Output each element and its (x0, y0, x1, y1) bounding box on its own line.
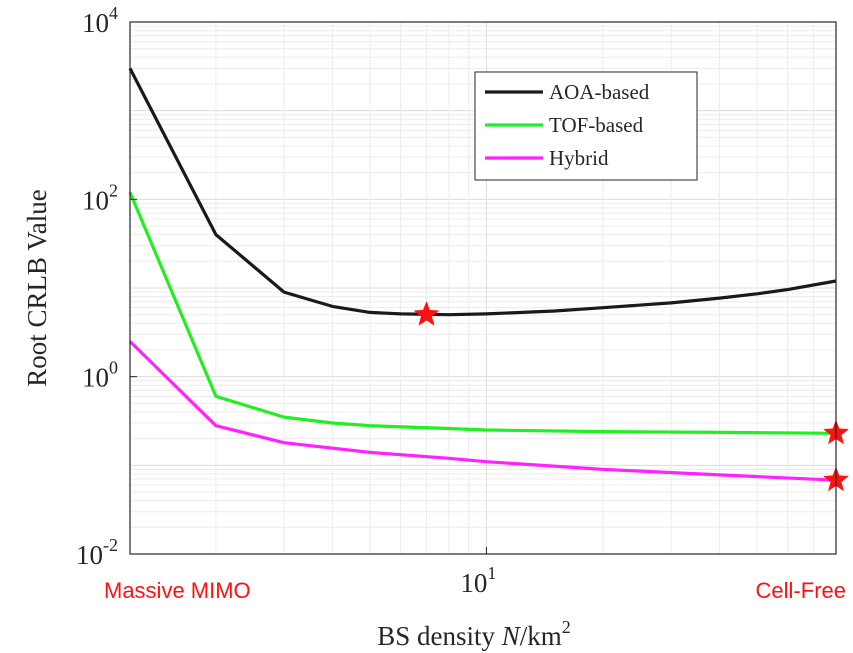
plot-frame (129, 21, 837, 555)
tick-labels: 10-2 100 102 104 101 (76, 3, 496, 598)
x-axis-label: BS density N/km2 (377, 617, 571, 651)
x-tick-label: 101 (460, 563, 496, 598)
hybrid-line (128, 340, 837, 482)
series-layer (128, 67, 837, 482)
y-tick-label: 104 (82, 3, 118, 38)
legend-label-aoa-based: AOA-based (549, 80, 650, 104)
legend-label-hybrid: Hybrid (549, 146, 609, 170)
star-marker (413, 300, 440, 326)
y-tick-label: 10-2 (76, 535, 118, 570)
legend-label-tof-based: TOF-based (549, 113, 644, 137)
cell-free-annotation: Cell-Free (756, 578, 846, 603)
tof-based-line (128, 191, 837, 435)
grid (130, 22, 837, 555)
massive-mimo-annotation: Massive MIMO (104, 578, 251, 603)
aoa-based-line (128, 67, 837, 317)
y-axis-label: Root CRLB Value (22, 189, 52, 387)
y-tick-label: 102 (82, 180, 118, 215)
y-tick-label: 100 (82, 358, 118, 393)
legend: AOA-based TOF-based Hybrid (474, 71, 698, 181)
